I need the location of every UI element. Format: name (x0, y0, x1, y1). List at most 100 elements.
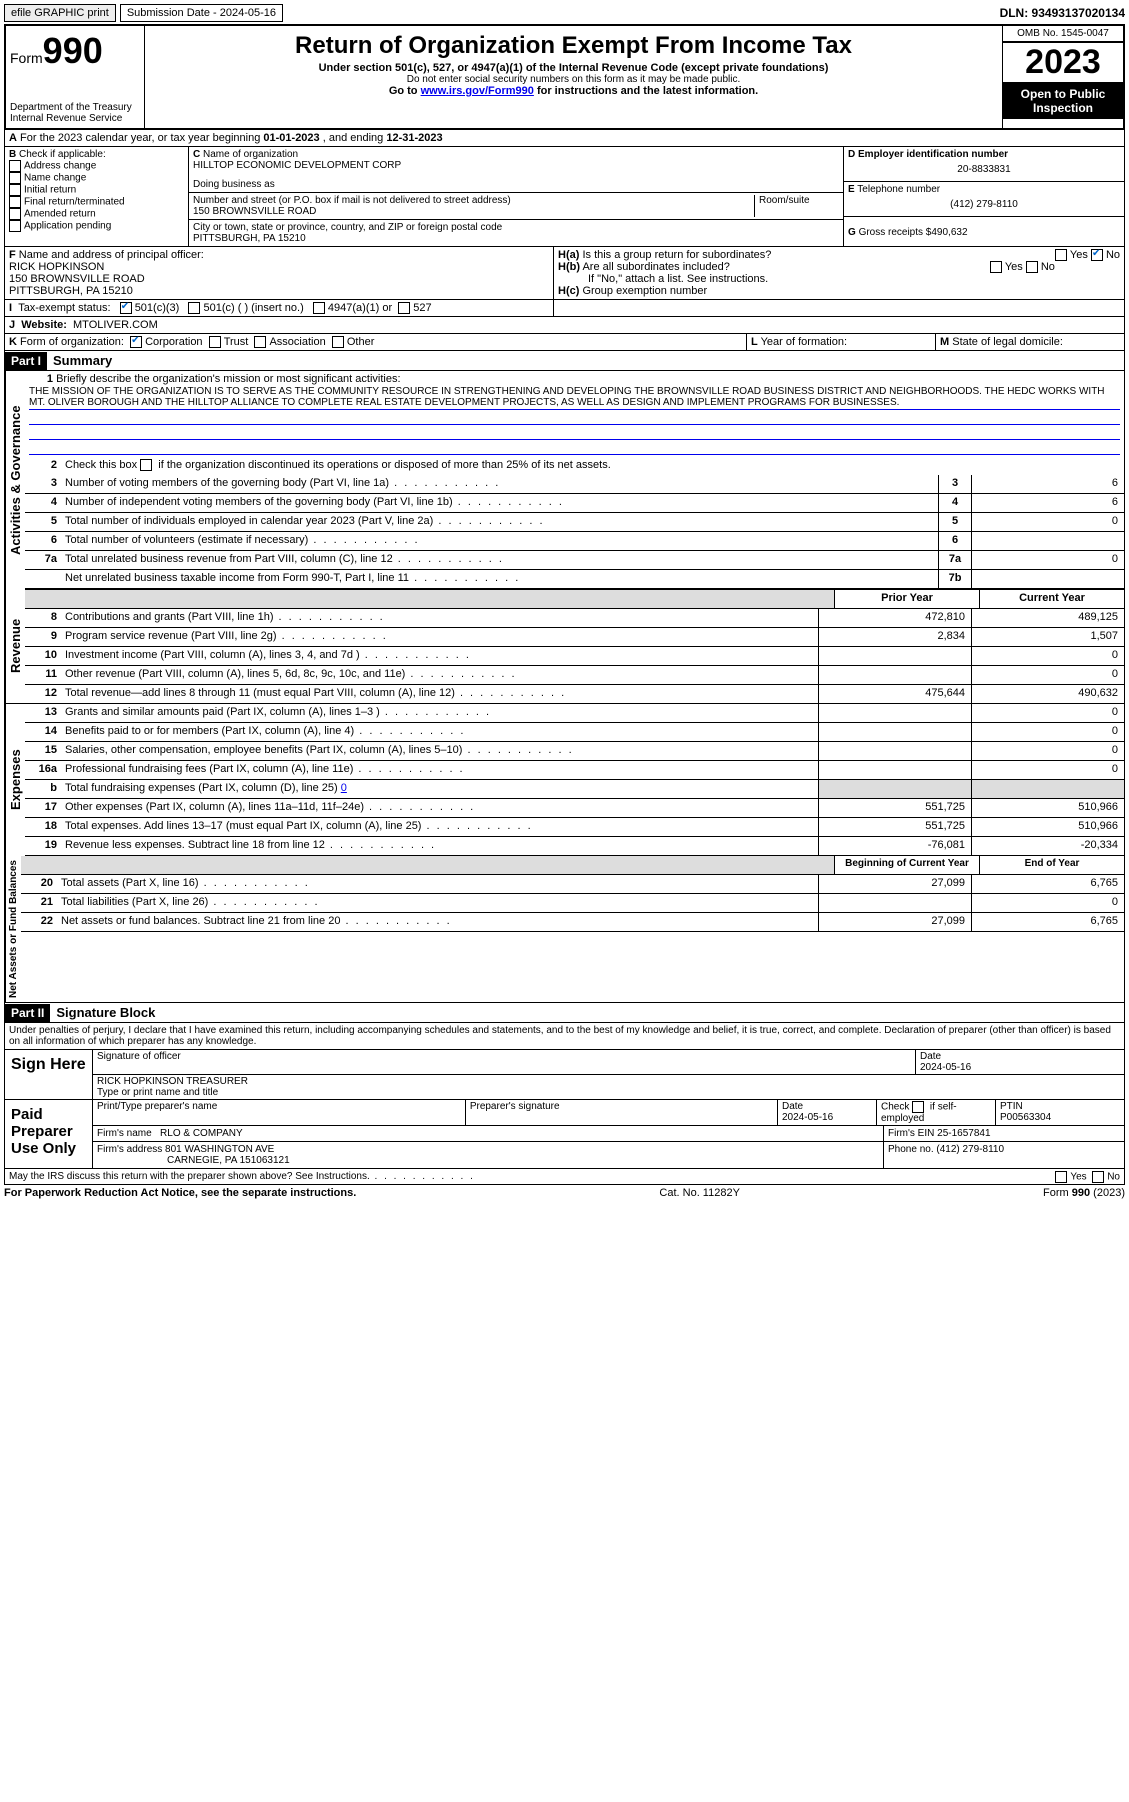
a-label: A (9, 132, 17, 144)
cb-name[interactable] (9, 172, 21, 184)
cb-4947[interactable] (313, 302, 325, 314)
prep-date-lbl: Date (782, 1101, 803, 1112)
irs: Internal Revenue Service (10, 113, 140, 124)
cb-ha-yes[interactable] (1055, 249, 1067, 261)
mission-text: THE MISSION OF THE ORGANIZATION IS TO SE… (29, 385, 1120, 410)
part1-title: Summary (47, 351, 118, 370)
k-o1: Corporation (145, 336, 202, 348)
firm-addr: 801 WASHINGTON AVE (165, 1144, 274, 1155)
cb-other[interactable] (332, 336, 344, 348)
ha-no: No (1106, 249, 1120, 261)
form-word: Form (10, 50, 43, 66)
b-o2: Name change (24, 173, 86, 184)
m-text: State of legal domicile: (952, 336, 1063, 348)
l2a: Check this box (65, 459, 140, 471)
side-expenses: Expenses (5, 704, 25, 856)
cb-l2[interactable] (140, 459, 152, 471)
open-inspection: Open to Public Inspection (1003, 83, 1123, 119)
current-year-hdr: Current Year (979, 590, 1124, 608)
disc-yes: Yes (1070, 1172, 1086, 1183)
efile-btn[interactable]: efile GRAPHIC print (4, 4, 116, 22)
l-label: L (751, 336, 758, 348)
addr-lbl: Number and street (or P.O. box if mail i… (193, 195, 511, 206)
hb-text: Are all subordinates included? (582, 261, 729, 273)
part2-hdr: Part II (5, 1004, 50, 1022)
prep-name-lbl: Print/Type preparer's name (97, 1101, 217, 1112)
cb-assoc[interactable] (254, 336, 266, 348)
ha-text: Is this a group return for subordinates? (582, 249, 771, 261)
irs-link[interactable]: www.irs.gov/Form990 (421, 85, 534, 97)
officer-addr2: PITTSBURGH, PA 15210 (9, 285, 133, 297)
main-title: Return of Organization Exempt From Incom… (149, 32, 998, 60)
ptin-lbl: PTIN (1000, 1101, 1023, 1112)
line-a: A For the 2023 calendar year, or tax yea… (4, 130, 1125, 147)
ein: 20-8833831 (848, 160, 1120, 179)
cat-no: Cat. No. 11282Y (659, 1187, 740, 1199)
f-text: Name and address of principal officer: (19, 249, 204, 261)
firm-name: RLO & COMPANY (160, 1128, 243, 1139)
cb-disc-no[interactable] (1092, 1171, 1104, 1183)
cb-trust[interactable] (209, 336, 221, 348)
prior-year-hdr: Prior Year (834, 590, 979, 608)
firm-ein-lbl: Firm's EIN (888, 1128, 934, 1139)
dba-lbl: Doing business as (193, 179, 839, 190)
cb-disc-yes[interactable] (1055, 1171, 1067, 1183)
cb-527[interactable] (398, 302, 410, 314)
cb-address[interactable] (9, 160, 21, 172)
form-header: Form990 Department of the Treasury Inter… (4, 24, 1125, 130)
perjury-decl: Under penalties of perjury, I declare th… (4, 1023, 1125, 1050)
omb: OMB No. 1545-0047 (1003, 26, 1123, 42)
ptin: P00563304 (1000, 1112, 1051, 1123)
g-text: Gross receipts $ (859, 227, 932, 238)
a-begin: 01-01-2023 (263, 132, 319, 144)
part1-hdr: Part I (5, 352, 47, 370)
l1-text: Briefly describe the organization's miss… (56, 373, 400, 385)
d-text: Employer identification number (858, 149, 1008, 160)
side-netassets: Net Assets or Fund Balances (5, 856, 21, 1002)
cb-hb-yes[interactable] (990, 261, 1002, 273)
hb-yes: Yes (1005, 261, 1023, 273)
l-text: Year of formation: (761, 336, 847, 348)
cb-501c3[interactable] (120, 302, 132, 314)
i-text: Tax-exempt status: (18, 302, 110, 314)
cb-amended[interactable] (9, 208, 21, 220)
officer-addr1: 150 BROWNSVILLE ROAD (9, 273, 145, 285)
subtitle-1: Under section 501(c), 527, or 4947(a)(1)… (149, 62, 998, 74)
cb-corp[interactable] (130, 336, 142, 348)
city: PITTSBURGH, PA 15210 (193, 233, 306, 244)
dept: Department of the Treasury (10, 102, 140, 113)
b-o6: Application pending (24, 221, 111, 232)
website: MTOLIVER.COM (73, 319, 158, 331)
i-o2: 501(c) ( ) (insert no.) (203, 302, 303, 314)
b-o4: Final return/terminated (24, 197, 125, 208)
side-revenue: Revenue (5, 589, 25, 704)
sig-name: RICK HOPKINSON TREASURER (97, 1076, 248, 1087)
f-label: F (9, 249, 16, 261)
g-label: G (848, 227, 856, 238)
subtitle-2: Do not enter social security numbers on … (149, 74, 998, 85)
cb-pending[interactable] (9, 220, 21, 232)
c-name-lbl: Name of organization (203, 149, 298, 160)
cb-501c[interactable] (188, 302, 200, 314)
cb-initial[interactable] (9, 184, 21, 196)
side-governance: Activities & Governance (5, 371, 25, 589)
officer-name: RICK HOPKINSON (9, 261, 104, 273)
goto: Go to (389, 85, 421, 97)
sig-date-lbl: Date (920, 1051, 941, 1062)
room-lbl: Room/suite (754, 195, 839, 217)
k-o4: Other (347, 336, 375, 348)
i-o1: 501(c)(3) (135, 302, 180, 314)
b-text: Check if applicable: (19, 149, 106, 160)
submission-date: Submission Date - 2024-05-16 (120, 4, 283, 22)
cb-ha-no[interactable] (1091, 249, 1103, 261)
e-label: E (848, 184, 855, 195)
i-o4: 527 (413, 302, 431, 314)
firm-name-lbl: Firm's name (97, 1128, 152, 1139)
cb-hb-no[interactable] (1026, 261, 1038, 273)
firm-phone-lbl: Phone no. (888, 1144, 934, 1155)
cb-self-emp[interactable] (912, 1101, 924, 1113)
addr: 150 BROWNSVILLE ROAD (193, 206, 316, 217)
cb-final[interactable] (9, 196, 21, 208)
discuss-text: May the IRS discuss this return with the… (9, 1171, 475, 1182)
paid-prep-lbl: Paid Preparer Use Only (5, 1100, 93, 1168)
